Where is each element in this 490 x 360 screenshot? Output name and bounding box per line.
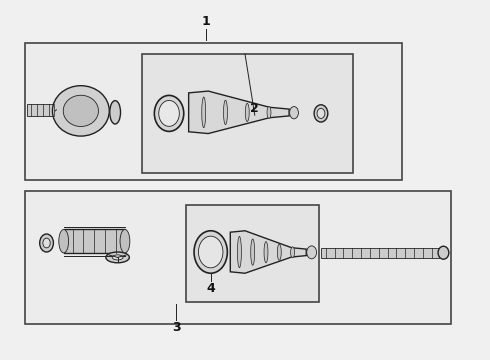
Ellipse shape [290, 107, 298, 119]
Polygon shape [230, 231, 306, 273]
Ellipse shape [245, 103, 249, 122]
Ellipse shape [202, 97, 206, 128]
Polygon shape [186, 205, 318, 302]
Ellipse shape [40, 234, 53, 252]
Ellipse shape [251, 239, 255, 265]
Ellipse shape [159, 100, 179, 126]
Ellipse shape [277, 244, 281, 260]
Ellipse shape [317, 108, 325, 118]
Ellipse shape [264, 242, 268, 263]
Ellipse shape [194, 231, 227, 273]
Ellipse shape [154, 95, 184, 131]
Polygon shape [24, 43, 402, 180]
Text: 4: 4 [206, 282, 215, 294]
Polygon shape [64, 230, 125, 253]
Ellipse shape [438, 246, 449, 259]
Text: 3: 3 [172, 321, 181, 334]
Polygon shape [24, 191, 451, 324]
Ellipse shape [43, 238, 50, 248]
Polygon shape [189, 91, 289, 134]
Ellipse shape [198, 236, 223, 268]
Ellipse shape [110, 100, 121, 124]
Polygon shape [27, 104, 56, 116]
Ellipse shape [112, 255, 123, 260]
Ellipse shape [291, 247, 294, 258]
Ellipse shape [52, 86, 109, 136]
Ellipse shape [307, 246, 317, 259]
Ellipse shape [120, 230, 130, 253]
Ellipse shape [314, 105, 328, 122]
Ellipse shape [59, 230, 69, 253]
Text: 2: 2 [250, 102, 259, 114]
Ellipse shape [106, 252, 129, 263]
Polygon shape [321, 248, 439, 258]
Polygon shape [142, 54, 353, 173]
Ellipse shape [223, 100, 227, 125]
Text: 1: 1 [201, 15, 210, 28]
Ellipse shape [63, 95, 98, 126]
Ellipse shape [267, 107, 271, 118]
Ellipse shape [238, 237, 242, 268]
